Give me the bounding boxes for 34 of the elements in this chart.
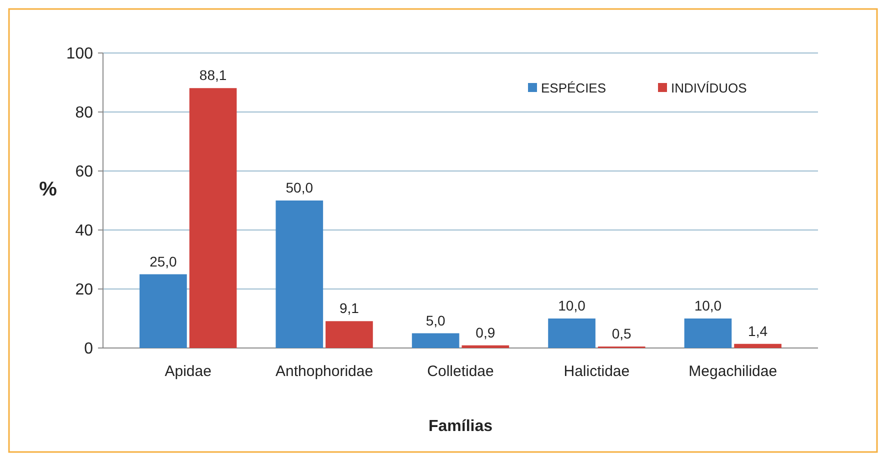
bar [412,333,460,348]
y-axis-title: % [39,178,58,200]
data-label: 10,0 [558,298,586,314]
bar [734,344,782,348]
data-label: 0,5 [612,326,632,342]
x-tick-label: Halictidae [564,363,630,380]
bar [684,318,732,348]
data-label: 88,1 [199,67,227,84]
data-label: 1,4 [748,322,768,339]
legend-label: ESPÉCIES [541,80,606,96]
x-tick-label: Colletidae [427,363,494,380]
y-tick-label: 60 [75,164,94,181]
bar [462,345,510,348]
x-axis-title: Famílias [428,418,493,435]
data-label: 9,1 [339,300,360,316]
y-tick-label: 40 [75,222,94,240]
data-label: 5,0 [426,312,446,328]
y-tick-label: 80 [75,104,94,122]
x-tick-label: Megachilidae [688,363,778,380]
x-tick-label: Anthophoridae [276,363,374,380]
bar [326,321,373,348]
data-label: 25,0 [150,253,178,270]
data-label: 0,9 [476,324,496,340]
bar [140,274,187,348]
y-tick-label: 20 [75,282,94,299]
y-tick-label: 0 [84,340,94,358]
bar [276,200,324,348]
bar [189,88,237,348]
legend-label: INDIVÍDUOS [671,80,748,96]
x-tick-label: Apidae [164,363,212,380]
bar [548,318,596,348]
data-label: 50,0 [286,180,314,196]
y-tick-label: 100 [66,46,94,63]
data-label: 10,0 [694,298,722,314]
